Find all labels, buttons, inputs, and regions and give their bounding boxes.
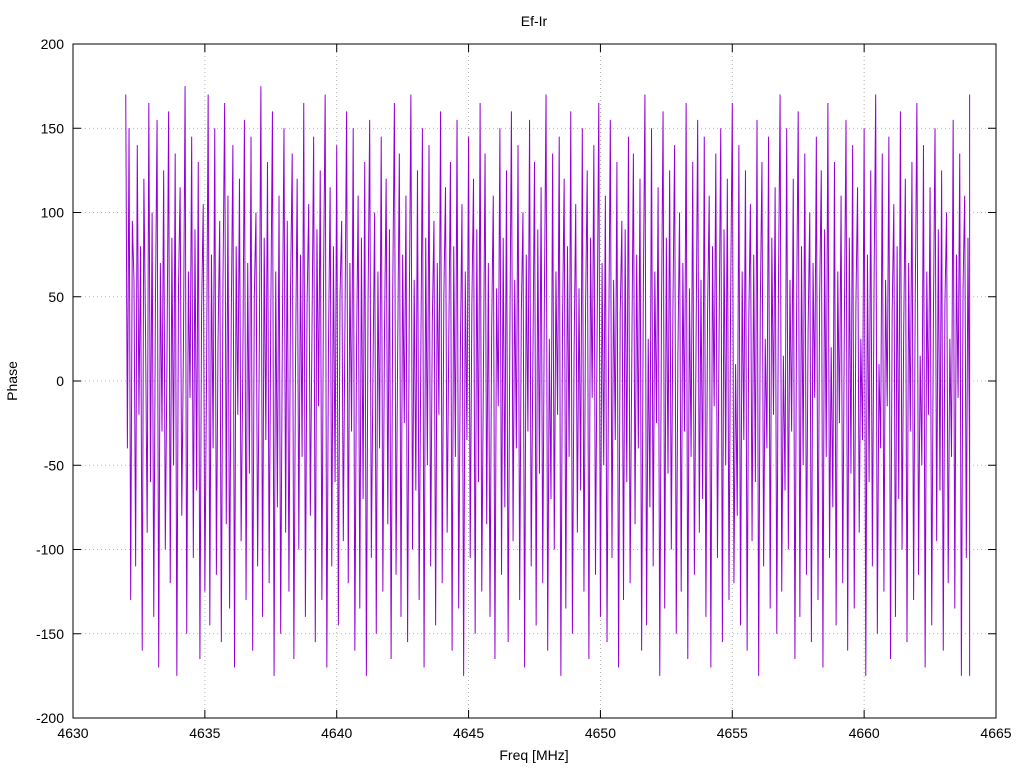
y-tick-label: -150 — [36, 626, 64, 642]
x-tick-label: 4635 — [189, 725, 220, 741]
y-tick-label: 200 — [41, 36, 65, 52]
y-tick-label: 0 — [56, 373, 64, 389]
axis-ticks — [72, 43, 997, 719]
y-axis-title: Phase — [4, 361, 20, 401]
x-tick-label: 4650 — [585, 725, 616, 741]
x-axis-title: Freq [MHz] — [499, 747, 568, 763]
x-tick-labels: 4630 4635 4640 4645 4650 4655 4660 4665 — [57, 725, 1011, 741]
x-tick-label: 4665 — [980, 725, 1011, 741]
series-line — [125, 86, 971, 676]
y-tick-label: 50 — [48, 289, 64, 305]
y-tick-label: -200 — [36, 710, 64, 726]
x-tick-label: 4645 — [453, 725, 484, 741]
x-tick-label: 4660 — [849, 725, 880, 741]
chart-title: Ef-Ir — [521, 13, 548, 29]
y-tick-label: -50 — [44, 457, 64, 473]
x-tick-label: 4630 — [57, 725, 88, 741]
y-tick-label: -100 — [36, 542, 64, 558]
x-tick-label: 4640 — [321, 725, 352, 741]
y-tick-label: 150 — [41, 120, 65, 136]
y-tick-label: 100 — [41, 205, 65, 221]
plot-area — [125, 86, 971, 676]
x-tick-label: 4655 — [717, 725, 748, 741]
y-tick-labels: -200 -150 -100 -50 0 50 100 150 200 — [36, 36, 64, 726]
